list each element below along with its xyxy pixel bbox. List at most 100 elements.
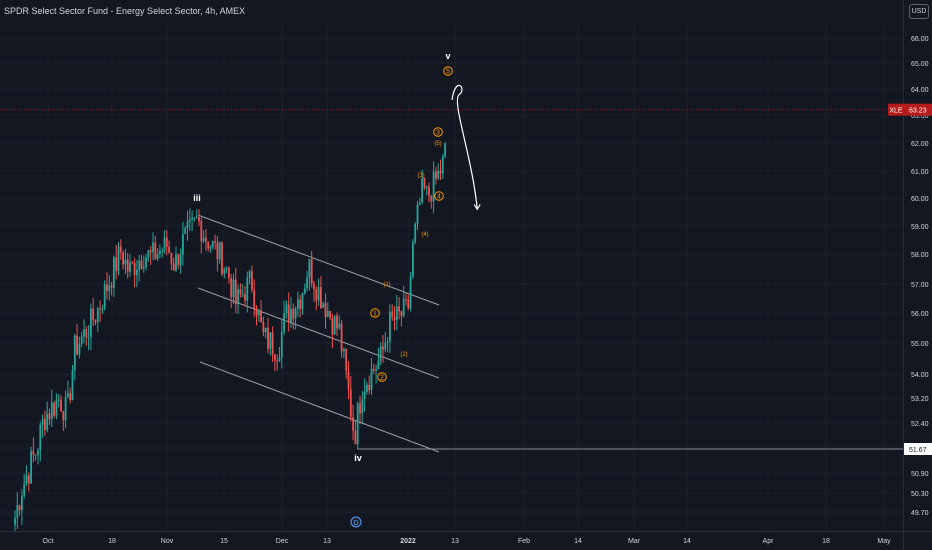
y-tick-label: 52.40 xyxy=(911,421,929,428)
candle xyxy=(402,285,405,318)
candle xyxy=(379,342,382,366)
candle-body xyxy=(182,233,184,255)
currency-button[interactable]: USD xyxy=(909,4,929,19)
x-tick-label: Dec xyxy=(276,538,289,545)
candle-body xyxy=(402,299,405,316)
candle-body xyxy=(389,311,391,342)
candle xyxy=(292,303,295,330)
candle-body xyxy=(234,279,237,305)
x-tick-label: Feb xyxy=(518,538,530,545)
candle xyxy=(96,306,99,333)
candle xyxy=(73,333,76,381)
candle-body xyxy=(209,246,212,249)
candle-body xyxy=(131,262,134,264)
wave-label-circle-2: 2 xyxy=(377,372,387,382)
candle xyxy=(110,281,113,296)
candle-body xyxy=(184,227,187,234)
candle-body xyxy=(124,259,127,265)
candle-body xyxy=(326,310,329,318)
candle xyxy=(294,306,297,330)
candle xyxy=(347,361,350,400)
candle xyxy=(398,297,400,320)
candle xyxy=(407,294,410,311)
candle-body xyxy=(60,399,62,412)
candle-body xyxy=(37,450,39,455)
candle xyxy=(361,390,364,425)
candle xyxy=(278,347,281,362)
wave-label-circle-3: 3 xyxy=(433,127,443,137)
candle-body xyxy=(170,252,173,264)
candle xyxy=(221,241,223,277)
candle xyxy=(209,244,212,253)
candle xyxy=(425,185,428,196)
candle-body xyxy=(375,369,377,371)
candle xyxy=(253,279,256,318)
wave-circle xyxy=(443,66,453,76)
candle xyxy=(437,163,440,181)
candle xyxy=(333,315,336,335)
candle xyxy=(147,249,150,262)
dividend-label: D xyxy=(353,520,358,527)
candle xyxy=(313,280,315,303)
candle xyxy=(129,254,131,277)
candle-body xyxy=(232,279,235,298)
candle xyxy=(246,271,249,313)
candle-body xyxy=(214,241,216,243)
candle-body xyxy=(140,260,143,269)
wave-circle xyxy=(434,191,444,201)
candle xyxy=(18,504,21,516)
candle xyxy=(131,261,134,265)
candle-body xyxy=(30,451,32,484)
x-tick-label: Oct xyxy=(43,538,54,545)
candle-body xyxy=(106,284,108,292)
candle xyxy=(257,308,260,322)
y-tick-label: 56.00 xyxy=(911,311,929,318)
candle xyxy=(283,300,285,335)
candle-body xyxy=(294,308,297,319)
candle-body xyxy=(315,289,318,301)
candle xyxy=(343,347,345,359)
x-tick-label: May xyxy=(877,538,891,545)
candle xyxy=(352,404,354,441)
candle xyxy=(409,271,412,312)
candle xyxy=(161,247,164,258)
candle-body xyxy=(347,371,350,390)
candle-body xyxy=(67,393,69,397)
candle-body xyxy=(366,384,368,392)
candle xyxy=(216,235,219,272)
candle-body xyxy=(320,287,322,308)
candle xyxy=(322,301,325,308)
candle xyxy=(377,347,380,370)
candle-body xyxy=(267,327,269,349)
candle-body xyxy=(349,389,352,418)
y-tick-label: 66.00 xyxy=(911,36,929,43)
candle xyxy=(41,414,44,438)
candle-body xyxy=(188,219,191,222)
y-tick-label: 51.60 xyxy=(911,446,929,453)
candle-body xyxy=(338,323,341,329)
grid-layer xyxy=(0,22,903,531)
candle-body xyxy=(418,202,421,205)
candle-body xyxy=(211,241,214,247)
candle-body xyxy=(126,259,129,272)
y-tick-label: 65.00 xyxy=(911,61,929,68)
candle-body xyxy=(423,178,426,189)
candle xyxy=(248,269,251,285)
candle-body xyxy=(44,419,46,430)
candle xyxy=(37,447,39,465)
candle xyxy=(405,292,407,306)
candle-body xyxy=(179,254,182,266)
candle xyxy=(90,303,92,350)
wave-circle xyxy=(370,308,380,318)
candle-body xyxy=(313,284,315,290)
candle xyxy=(156,248,159,262)
candle-body xyxy=(412,242,414,277)
candle xyxy=(27,472,30,492)
candle-body xyxy=(64,396,67,421)
projection-path xyxy=(451,85,478,209)
candle xyxy=(395,295,398,331)
candle-body xyxy=(269,332,272,349)
candle xyxy=(165,229,168,256)
